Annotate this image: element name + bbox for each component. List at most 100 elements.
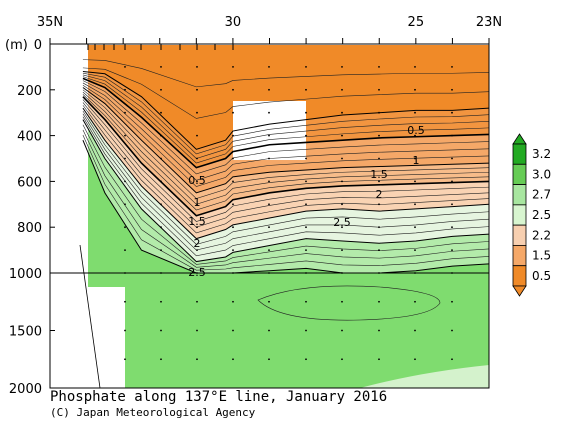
contour-line-c15-sub1 xyxy=(82,89,490,199)
colorbar-level-label: 3.0 xyxy=(532,167,551,181)
station-dot-2-1 xyxy=(196,88,198,91)
chart-title: Phosphate along 137°E line, January 2016 xyxy=(50,389,388,405)
colorbar-segment-4 xyxy=(512,204,527,226)
station-dot-2-10 xyxy=(196,300,198,303)
y-tick-label: 0 xyxy=(34,38,42,53)
station-dot-4-3 xyxy=(268,134,270,137)
station-dot-8-10 xyxy=(414,300,416,303)
station-dot-3-8 xyxy=(232,249,234,252)
station-dot-7-3 xyxy=(378,134,380,137)
station-dot-1-1 xyxy=(160,88,162,91)
station-dot-4-7 xyxy=(268,226,270,229)
station-dot-5-0 xyxy=(305,66,307,68)
station-dot-3-7 xyxy=(232,226,234,229)
station-dot-5-4 xyxy=(305,157,307,160)
station-dot-8-5 xyxy=(414,180,416,183)
station-dot-6-4 xyxy=(341,157,343,160)
station-dot-7-12 xyxy=(378,358,380,361)
station-dot-9-10 xyxy=(451,300,453,303)
station-dot-4-10 xyxy=(268,300,270,303)
station-dot-7-10 xyxy=(378,300,380,303)
contour-band-8 xyxy=(82,140,490,388)
contour-label-text: 1.5 xyxy=(188,215,206,228)
contour-label-text: 1.5 xyxy=(370,168,388,181)
station-dot-3-0 xyxy=(232,66,234,68)
station-dot-0-8 xyxy=(124,249,126,252)
station-dot-0-11 xyxy=(124,329,126,332)
contour-line-c10 xyxy=(82,77,490,169)
station-dot-1-6 xyxy=(160,203,162,206)
station-dot-8-0 xyxy=(414,66,416,68)
station-dot-4-12 xyxy=(268,358,270,361)
station-dot-0-0 xyxy=(124,66,126,68)
station-dot-6-3 xyxy=(341,134,343,137)
station-dot-1-12 xyxy=(160,358,162,361)
station-dot-8-1 xyxy=(414,88,416,91)
station-dot-9-11 xyxy=(451,329,453,332)
station-dot-7-11 xyxy=(378,329,380,332)
station-dot-1-11 xyxy=(160,329,162,332)
x-axis-labels: 35N 30 25 23N xyxy=(37,15,502,30)
colorbar-level-label: 2.5 xyxy=(532,208,551,222)
y-tick-label: 400 xyxy=(17,130,42,145)
colorbar-segment-3 xyxy=(512,184,527,206)
contour-label-text: 1 xyxy=(194,196,201,209)
station-dot-9-6 xyxy=(451,203,453,206)
contour-line-c05 xyxy=(82,70,490,150)
station-dot-7-5 xyxy=(378,180,380,183)
contour-label-text: 1 xyxy=(413,154,420,167)
contour-label-text: 2.5 xyxy=(188,266,206,279)
contour-band-4 xyxy=(82,87,490,216)
contour-band-7 xyxy=(82,119,490,273)
station-dot-4-6 xyxy=(268,203,270,206)
station-dot-9-0 xyxy=(451,66,453,68)
deep-light-patch xyxy=(360,365,489,388)
station-dot-8-3 xyxy=(414,134,416,137)
colorbar: 3.2 3.0 2.7 2.5 2.2 1.5 0.5 xyxy=(512,133,551,297)
station-dot-2-3 xyxy=(196,134,198,137)
station-dot-4-11 xyxy=(268,329,270,332)
station-dot-3-6 xyxy=(232,203,234,206)
station-dot-1-10 xyxy=(160,300,162,303)
contour-line-c25-sub3 xyxy=(82,116,490,257)
y-tick-label: 1500 xyxy=(9,325,42,340)
station-dot-4-4 xyxy=(268,157,270,160)
colorbar-level-label: 3.2 xyxy=(532,147,551,161)
station-dot-0-3 xyxy=(124,134,126,137)
station-dot-6-10 xyxy=(341,300,343,303)
contour-band-1 xyxy=(82,45,490,150)
station-dot-1-2 xyxy=(160,111,162,114)
contour-line-c15-sub2 xyxy=(82,91,490,205)
contour-line-c15 xyxy=(82,87,490,194)
colorbar-segment-1 xyxy=(512,143,527,165)
y-axis-unit: (m) xyxy=(5,38,28,53)
station-dot-5-6 xyxy=(305,203,307,206)
station-dot-1-3 xyxy=(160,134,162,137)
x-tick-label: 25 xyxy=(408,15,425,30)
contour-line-c05-sub1 xyxy=(82,72,490,155)
x-tick-label: 30 xyxy=(225,15,242,30)
station-dot-3-5 xyxy=(232,180,234,183)
station-dot-5-8 xyxy=(305,249,307,252)
no-data-mask-left-lower xyxy=(50,273,88,287)
contour-line-c20-sub3 xyxy=(82,105,490,234)
contour-labels: 0.5 1 1.5 2 2.5 0.5 1 1.5 2 2.5 xyxy=(188,124,425,279)
contour-line-c25 xyxy=(82,107,490,240)
contour-fill-layer xyxy=(82,45,490,388)
contour-line-c27-sub2 xyxy=(82,129,490,268)
contour-band-6 xyxy=(82,108,490,262)
station-dot-4-1 xyxy=(268,88,270,91)
station-dot-5-12 xyxy=(305,358,307,361)
no-data-mask-left-deep xyxy=(50,287,125,388)
station-dot-4-0 xyxy=(268,66,270,68)
station-dot-2-4 xyxy=(196,157,198,160)
station-dot-0-6 xyxy=(124,203,126,206)
contour-line-c20-sub2 xyxy=(82,102,490,228)
station-dot-9-8 xyxy=(451,249,453,252)
station-dot-6-7 xyxy=(341,226,343,229)
contour-line-c25-sub1 xyxy=(82,110,490,245)
contour-line-c30 xyxy=(82,139,490,274)
station-dots-layer xyxy=(124,66,453,361)
station-dot-6-5 xyxy=(341,180,343,183)
